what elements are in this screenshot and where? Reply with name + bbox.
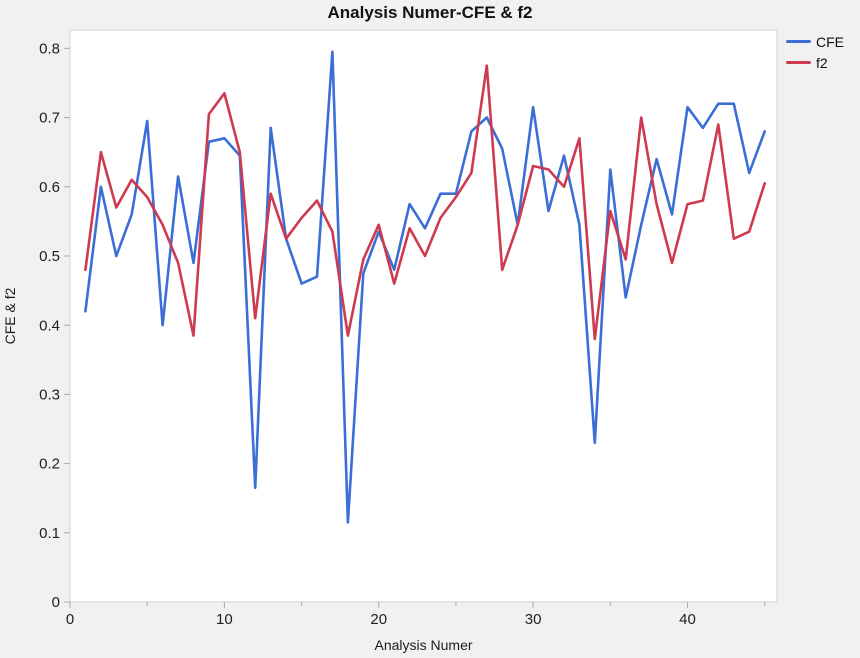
y-tick-label: 0.8	[39, 40, 60, 57]
y-tick-label: 0	[52, 594, 60, 611]
y-tick-label: 0.4	[39, 317, 60, 334]
legend: CFE f2	[786, 31, 844, 73]
y-tick-label: 0.7	[39, 110, 60, 127]
legend-line-swatch-f2	[786, 61, 811, 64]
legend-item-f2: f2	[786, 52, 844, 73]
legend-label-cfe: CFE	[816, 33, 844, 50]
legend-line-swatch-cfe	[786, 40, 811, 43]
x-axis-title: Analysis Numer	[374, 637, 473, 653]
x-tick-label: 10	[216, 611, 233, 628]
y-tick-label: 0.2	[39, 456, 60, 473]
x-tick-label: 40	[679, 611, 696, 628]
y-tick-label: 0.6	[39, 179, 60, 196]
x-tick-label: 30	[525, 611, 542, 628]
legend-item-cfe: CFE	[786, 31, 844, 52]
y-axis-title: CFE & f2	[2, 287, 18, 345]
plot-area	[69, 29, 778, 603]
x-tick-label: 20	[370, 611, 387, 628]
legend-label-f2: f2	[816, 54, 828, 71]
y-tick-label: 0.1	[39, 525, 60, 542]
y-tick-label: 0.5	[39, 248, 60, 265]
chart-title: Analysis Numer-CFE & f2	[327, 3, 533, 22]
x-tick-label: 0	[66, 611, 74, 628]
y-tick-label: 0.3	[39, 386, 60, 403]
series-line-f2	[84, 64, 767, 341]
